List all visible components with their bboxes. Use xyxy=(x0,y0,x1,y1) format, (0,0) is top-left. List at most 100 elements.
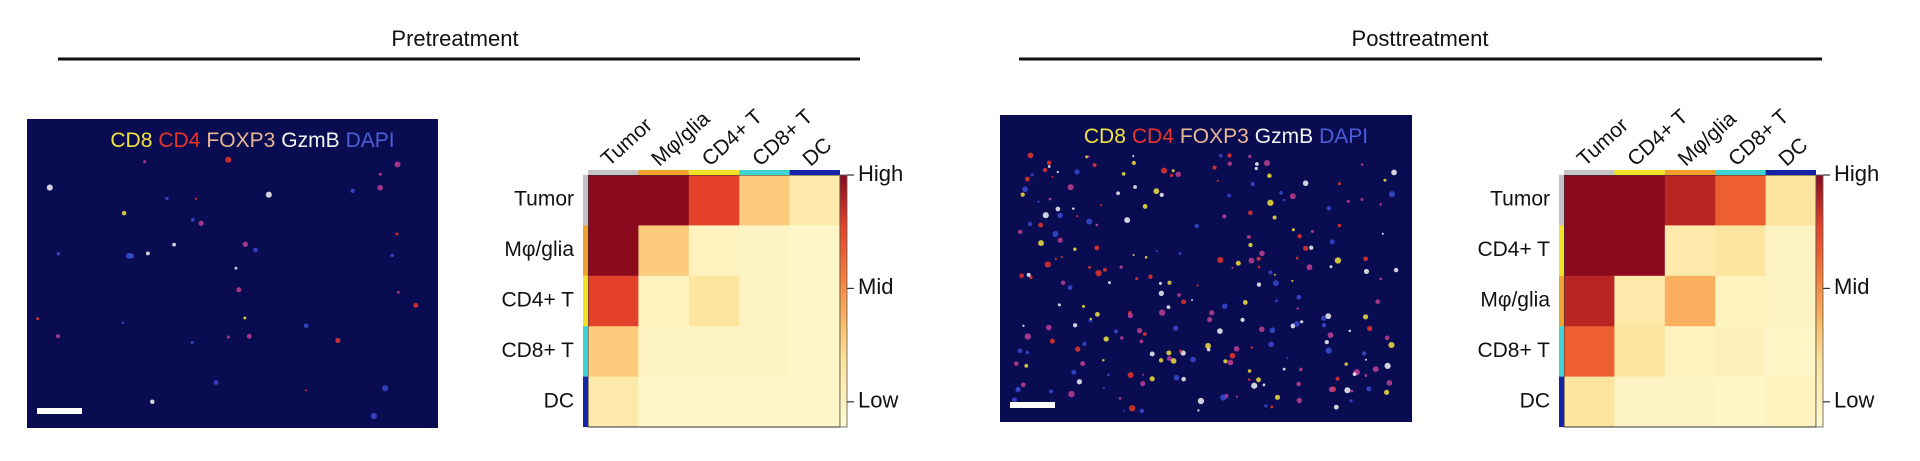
cell-dot xyxy=(1042,212,1049,219)
cell-dot xyxy=(190,217,195,222)
cell-dot xyxy=(1207,316,1213,323)
cell-dot xyxy=(1217,328,1223,334)
colorbar-label: Low xyxy=(858,388,898,413)
heatmap-cell xyxy=(1765,376,1817,428)
heatmap-cell xyxy=(588,376,639,428)
cell-dot xyxy=(1024,363,1029,368)
cell-dot xyxy=(1326,206,1332,211)
cell-dot xyxy=(1223,359,1228,364)
cell-dot xyxy=(1166,350,1172,356)
heatmap-cell xyxy=(1664,225,1716,277)
cell-dot xyxy=(1087,155,1090,158)
row-label: CD4+ T xyxy=(501,289,574,312)
cell-dot xyxy=(1257,265,1261,269)
column-label: Tumor xyxy=(597,114,657,171)
heatmap-cell xyxy=(789,275,841,327)
heatmap-cell xyxy=(1715,275,1767,327)
cell-dot xyxy=(1344,362,1348,366)
cell-dot xyxy=(1178,349,1183,353)
cell-dot xyxy=(370,413,377,420)
cell-dot xyxy=(1158,309,1166,316)
heatmap-cell xyxy=(638,376,690,428)
cell-dot xyxy=(1360,163,1364,166)
cell-dot xyxy=(265,191,272,198)
channel-label: CD8 xyxy=(1084,125,1126,148)
cell-dot xyxy=(1296,381,1301,387)
cell-dot xyxy=(1107,373,1110,377)
category-strip xyxy=(583,326,588,377)
row-label: Mφ/glia xyxy=(1480,289,1550,312)
cell-dot xyxy=(1038,222,1044,228)
cell-dot xyxy=(1367,325,1373,332)
cell-dot xyxy=(1144,256,1148,259)
cell-dot xyxy=(1324,340,1329,345)
cell-dot xyxy=(303,323,309,329)
cell-dot xyxy=(1095,311,1100,317)
cell-dot xyxy=(1337,223,1342,228)
cell-dot xyxy=(1227,359,1234,366)
cell-dot xyxy=(1325,313,1332,320)
cell-dot xyxy=(1191,299,1194,302)
cell-dot xyxy=(1364,374,1368,377)
cell-dot xyxy=(1206,347,1211,352)
cell-dot xyxy=(1302,180,1309,187)
column-label: DC xyxy=(798,133,836,170)
cell-dot xyxy=(1296,397,1303,404)
cell-dot xyxy=(1127,312,1134,319)
cell-dot xyxy=(226,335,230,339)
cell-dot xyxy=(1142,204,1148,209)
cell-dot xyxy=(1294,321,1300,327)
heatmap-cell xyxy=(739,326,791,378)
cell-dot xyxy=(1052,231,1059,238)
cell-dot xyxy=(1081,304,1086,308)
cell-dot xyxy=(1135,277,1139,281)
cell-dot xyxy=(1158,281,1162,285)
cell-dot xyxy=(1124,217,1131,224)
heatmap-cell xyxy=(1564,376,1615,428)
cell-dot xyxy=(1256,256,1261,261)
cell-dot xyxy=(1094,245,1100,251)
cell-dot xyxy=(1264,404,1268,408)
cell-dot xyxy=(1197,397,1205,405)
cell-dot xyxy=(1349,399,1353,403)
cell-dot xyxy=(1309,245,1314,250)
cell-dot xyxy=(1379,277,1383,281)
cell-dot xyxy=(1363,268,1370,275)
cell-dot xyxy=(1060,256,1063,259)
cell-dot xyxy=(1103,336,1109,342)
cell-dot xyxy=(1167,280,1172,285)
cell-dot xyxy=(1268,270,1273,275)
category-strip xyxy=(1715,170,1766,175)
cell-dot xyxy=(1299,367,1303,372)
cell-dot xyxy=(1056,170,1059,174)
cell-dot xyxy=(1161,167,1168,174)
cell-dot xyxy=(172,242,176,247)
cell-dot xyxy=(1289,193,1296,200)
category-strip xyxy=(1559,275,1564,327)
cell-dot xyxy=(378,172,382,176)
category-strip xyxy=(1559,376,1564,427)
cell-dot xyxy=(1279,191,1283,195)
cell-dot xyxy=(1057,212,1063,219)
cell-dot xyxy=(1116,191,1120,196)
cell-dot xyxy=(1329,265,1333,269)
cell-dot xyxy=(246,333,252,339)
cell-dot xyxy=(121,321,125,325)
cell-dot xyxy=(1248,210,1253,216)
cell-dot xyxy=(1028,275,1033,280)
cell-dot xyxy=(1118,397,1122,400)
cell-dot xyxy=(1363,256,1368,262)
row-label: CD8+ T xyxy=(1477,339,1550,362)
cell-dot xyxy=(1247,378,1251,381)
cell-dot xyxy=(1196,284,1199,287)
cell-dot xyxy=(1251,382,1258,389)
cell-dot xyxy=(243,316,247,320)
cell-dot xyxy=(1375,299,1381,305)
cell-dot xyxy=(1233,346,1240,352)
channel-label: GzmB xyxy=(281,129,339,152)
channel-label: CD4 xyxy=(158,129,200,152)
category-strip xyxy=(1559,175,1564,226)
category-strip xyxy=(1614,170,1665,175)
heatmap-cell xyxy=(1715,326,1767,378)
cell-dot xyxy=(1296,307,1299,310)
